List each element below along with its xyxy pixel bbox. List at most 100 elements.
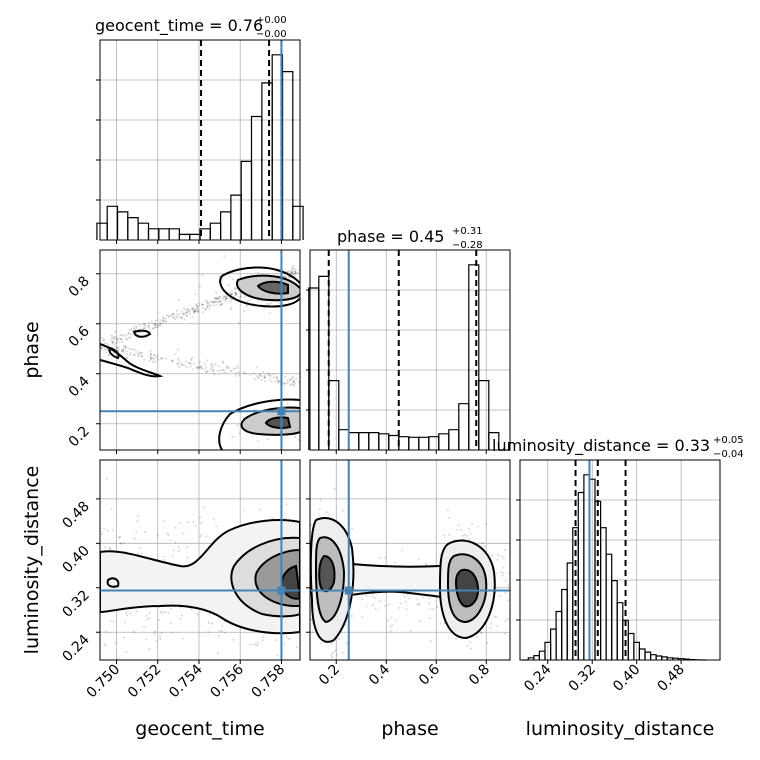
sample-point bbox=[255, 374, 258, 377]
sample-point bbox=[419, 620, 422, 623]
sample-point bbox=[128, 612, 131, 615]
sample-point bbox=[278, 301, 281, 304]
hist-bin-luminosity-distance-21 bbox=[638, 648, 646, 660]
sample-point bbox=[180, 316, 183, 319]
sample-point bbox=[156, 534, 159, 537]
title-geocent-time-minus: −0.00 bbox=[256, 29, 287, 40]
sample-point bbox=[110, 334, 113, 337]
hist-bin-phase-5 bbox=[358, 432, 370, 450]
sample-point bbox=[118, 536, 121, 539]
frame-hist-geocent-time bbox=[99, 39, 301, 241]
sample-point bbox=[318, 508, 321, 511]
sample-point bbox=[210, 362, 213, 365]
sample-point bbox=[120, 337, 123, 340]
sample-point bbox=[163, 559, 166, 561]
sample-point bbox=[225, 296, 228, 299]
sample-point bbox=[221, 303, 224, 306]
sample-point bbox=[267, 372, 270, 375]
sample-point bbox=[177, 359, 180, 361]
sample-point bbox=[190, 359, 193, 362]
sample-point bbox=[154, 326, 156, 329]
sample-point bbox=[138, 324, 141, 327]
sample-point bbox=[155, 319, 158, 322]
panel-2d-geocent-time-phase bbox=[99, 249, 301, 451]
sample-point bbox=[292, 380, 295, 383]
sample-point bbox=[191, 307, 194, 310]
sample-point bbox=[275, 639, 278, 642]
sample-point bbox=[277, 274, 280, 277]
sample-point bbox=[153, 630, 156, 633]
sample-point bbox=[327, 513, 330, 516]
sample-point bbox=[212, 365, 215, 368]
sample-point bbox=[325, 511, 328, 514]
sample-point bbox=[125, 350, 128, 353]
sample-point bbox=[222, 664, 224, 666]
sample-point bbox=[269, 312, 272, 315]
sample-point bbox=[150, 320, 153, 323]
sample-point bbox=[213, 301, 216, 304]
hist-bin-luminosity-distance-23 bbox=[650, 654, 657, 660]
sample-point bbox=[293, 384, 296, 387]
sample-point bbox=[135, 325, 138, 328]
sample-point bbox=[149, 354, 152, 357]
sample-point bbox=[305, 614, 307, 616]
sample-point bbox=[135, 350, 138, 353]
sample-point bbox=[212, 518, 215, 521]
sample-point bbox=[439, 622, 442, 625]
sample-point bbox=[154, 325, 157, 328]
sample-point bbox=[277, 380, 280, 383]
sample-point bbox=[192, 310, 195, 313]
sample-point bbox=[199, 535, 202, 538]
sample-point bbox=[195, 366, 198, 369]
hist-bin-phase-7 bbox=[378, 433, 390, 450]
sample-point bbox=[206, 306, 209, 309]
sample-point bbox=[302, 545, 304, 547]
sample-point bbox=[407, 597, 410, 600]
sample-point bbox=[176, 309, 179, 312]
sample-point bbox=[506, 599, 509, 602]
sample-point bbox=[246, 299, 249, 302]
sample-point bbox=[196, 310, 199, 313]
sample-point bbox=[173, 317, 176, 319]
hist-bin-geocent-time-0 bbox=[96, 222, 108, 240]
sample-point bbox=[137, 552, 140, 555]
sample-point bbox=[191, 316, 194, 318]
sample-point bbox=[142, 323, 145, 326]
sample-point bbox=[301, 562, 303, 564]
sample-point bbox=[291, 376, 293, 379]
sample-point bbox=[160, 322, 163, 325]
sample-point bbox=[466, 534, 469, 537]
sample-point bbox=[185, 315, 188, 318]
sample-point bbox=[196, 305, 199, 308]
sample-point bbox=[175, 316, 178, 319]
sample-point bbox=[461, 534, 464, 537]
sample-point bbox=[198, 302, 201, 305]
ytick-label-phase-1: 0.4 bbox=[66, 373, 93, 400]
sample-point bbox=[223, 255, 226, 258]
sample-point bbox=[119, 536, 121, 538]
sample-point bbox=[270, 380, 273, 383]
sample-point bbox=[180, 614, 183, 617]
sample-point bbox=[214, 297, 217, 300]
sample-point bbox=[480, 632, 483, 635]
sample-point bbox=[233, 288, 236, 290]
sample-point bbox=[150, 353, 153, 355]
sample-point bbox=[164, 611, 167, 613]
sample-point bbox=[253, 372, 255, 375]
sample-point bbox=[290, 383, 293, 386]
xtick-label-phase-3: 0.8 bbox=[466, 662, 493, 689]
sample-point bbox=[162, 319, 165, 322]
sample-point bbox=[223, 296, 225, 299]
sample-point bbox=[217, 634, 220, 637]
sample-point bbox=[185, 308, 188, 311]
panel-hist-phase bbox=[306, 249, 511, 451]
sample-point bbox=[234, 291, 237, 294]
sample-point bbox=[135, 327, 137, 329]
panel-hist-geocent-time bbox=[96, 39, 304, 241]
sample-point bbox=[147, 325, 150, 328]
sample-point bbox=[255, 643, 257, 646]
sample-point bbox=[470, 647, 472, 650]
sample-point bbox=[142, 327, 145, 330]
hist-luminosity-distance-steps bbox=[522, 474, 707, 661]
